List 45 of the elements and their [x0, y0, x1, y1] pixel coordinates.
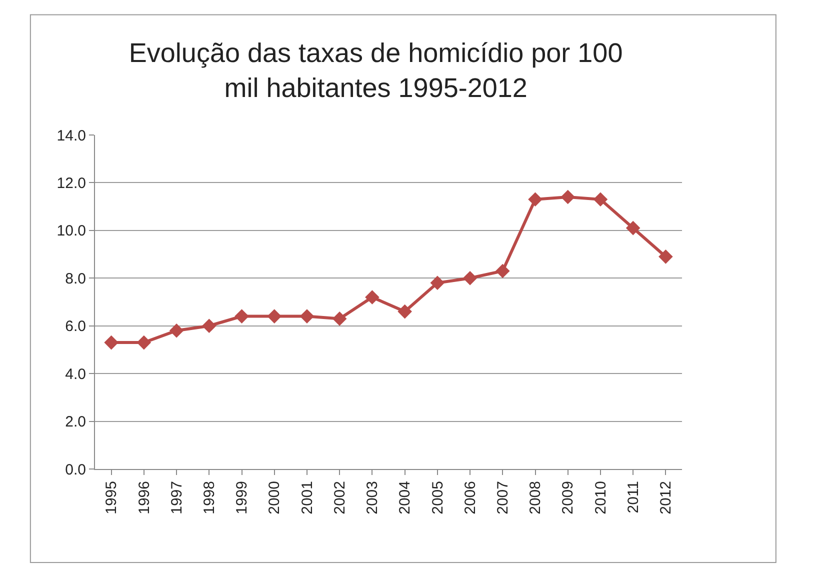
- y-tick-label: 0.0: [65, 461, 86, 478]
- x-tick-label: 2010: [592, 481, 610, 514]
- x-tick-label: 2001: [298, 481, 316, 514]
- x-tick-label: 2003: [364, 481, 382, 514]
- x-tick-label: 2007: [494, 481, 512, 514]
- x-tick-label: 1996: [136, 481, 153, 514]
- point: [300, 309, 314, 324]
- point: [169, 323, 184, 338]
- point: [202, 318, 216, 334]
- x-tick-label: 1998: [201, 481, 218, 514]
- x-tick-label: 2011: [624, 481, 642, 514]
- point: [267, 309, 282, 324]
- point: [495, 264, 510, 278]
- x-tick-label: 1997: [168, 481, 186, 514]
- point: [234, 309, 249, 324]
- x-tick-label: 2008: [527, 481, 544, 514]
- point: [398, 304, 412, 319]
- point: [593, 192, 608, 207]
- x-tick-label: 2012: [658, 481, 675, 514]
- x-tick-label: 1995: [103, 481, 120, 514]
- x-tick-label: 2004: [396, 481, 414, 514]
- point: [136, 335, 152, 350]
- y-tick-label: 4.0: [65, 366, 86, 383]
- point: [626, 220, 640, 236]
- x-tick-label: 2000: [266, 481, 284, 514]
- y-tick-label: 2.0: [65, 414, 86, 431]
- y-tick-label: 14.0: [56, 127, 86, 144]
- point: [104, 335, 118, 350]
- y-tick-label: 6.0: [65, 318, 86, 336]
- y-tick-label: 12.0: [56, 174, 86, 192]
- point: [528, 192, 542, 207]
- point: [430, 276, 445, 290]
- x-tick-label: 2005: [429, 481, 446, 514]
- x-tick-label: 1999: [234, 481, 251, 514]
- point: [658, 250, 673, 264]
- chart-title: Evolução das taxas de homicídio por 100 mil habitantes 1995-2012: [128, 38, 623, 104]
- x-tick-label: 2006: [462, 481, 479, 514]
- x-tick-label: 2009: [560, 481, 577, 514]
- x-tick-label: 2002: [331, 481, 348, 514]
- point: [560, 190, 576, 204]
- point: [332, 312, 347, 326]
- point: [365, 290, 380, 304]
- y-tick-label: 8.0: [65, 270, 86, 288]
- point: [462, 270, 478, 286]
- y-tick-label: 10.0: [56, 222, 86, 240]
